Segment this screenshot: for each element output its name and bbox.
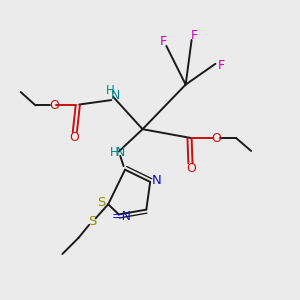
Text: N: N [111,89,121,102]
Text: F: F [218,59,225,72]
Text: O: O [49,99,59,112]
Text: F: F [191,29,198,42]
Text: O: O [211,132,221,145]
Text: S: S [98,196,106,209]
Text: S: S [88,215,96,228]
Text: H: H [106,84,115,97]
Text: =N: =N [111,210,131,223]
Text: H: H [110,146,119,159]
Text: N: N [151,174,161,187]
Text: F: F [160,35,167,48]
Text: O: O [186,162,196,175]
Text: N: N [116,146,125,159]
Text: O: O [69,131,79,144]
